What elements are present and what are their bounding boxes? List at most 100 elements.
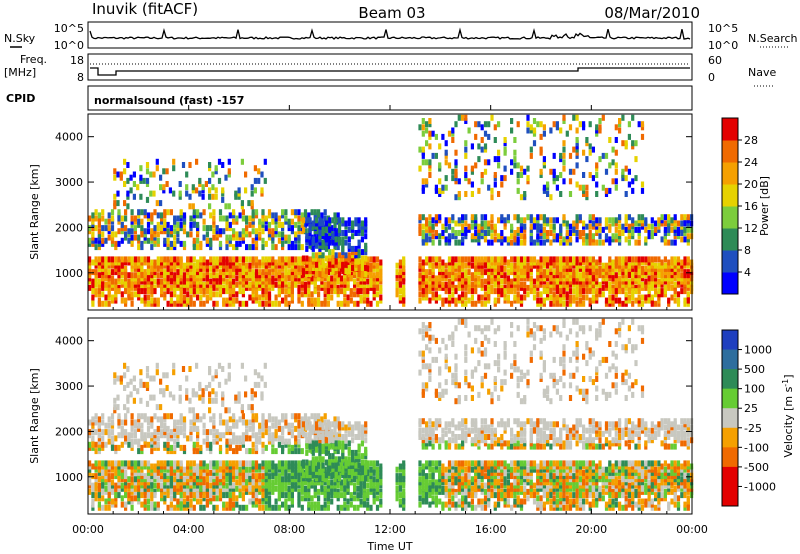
power-cell <box>519 194 524 201</box>
power-cell <box>438 269 442 276</box>
power-cell <box>251 281 255 288</box>
velocity-cell <box>182 476 187 483</box>
power-cell <box>218 275 223 282</box>
power-cell <box>549 259 553 266</box>
power-cell <box>153 284 157 291</box>
velocity-cell <box>176 463 180 470</box>
power-cell <box>209 225 213 232</box>
power-cell <box>153 288 157 295</box>
power-cell <box>290 291 294 298</box>
power-cell <box>166 221 170 228</box>
power-cell <box>438 239 442 246</box>
power-cell <box>568 168 573 175</box>
power-cell <box>127 281 131 288</box>
power-cell <box>104 237 108 244</box>
power-cell <box>130 234 134 241</box>
power-cell <box>222 259 226 266</box>
power-cell <box>238 256 242 263</box>
power-cell <box>555 124 559 131</box>
power-cell <box>101 300 105 307</box>
power-cell <box>428 288 432 295</box>
power-cell <box>559 281 563 288</box>
power-cell <box>650 297 654 304</box>
power-cell <box>421 149 425 156</box>
velocity-cell <box>614 460 618 467</box>
power-cell <box>555 278 559 285</box>
power-cell <box>137 218 141 225</box>
power-cell <box>578 291 582 298</box>
power-cell <box>585 288 589 295</box>
power-cell <box>663 239 667 246</box>
power-cell <box>186 265 190 272</box>
power-cell <box>166 288 170 295</box>
velocity-cell <box>176 482 180 489</box>
power-cell <box>179 294 183 301</box>
velocity-cell <box>549 460 553 467</box>
velocity-cell <box>186 460 190 467</box>
power-cell <box>546 220 550 227</box>
power-cell <box>290 262 294 269</box>
power-cell <box>224 174 228 181</box>
power-cell <box>451 262 455 269</box>
power-cell <box>644 278 648 285</box>
power-cell <box>516 230 520 236</box>
power-cell <box>425 121 429 128</box>
power-cell <box>318 242 322 249</box>
power-cell <box>487 269 491 276</box>
power-cell <box>490 214 494 221</box>
velocity-cell <box>91 485 95 492</box>
power-cell <box>549 294 553 301</box>
power-cell <box>202 281 206 288</box>
velocity-cell <box>477 479 481 486</box>
power-cell <box>402 275 406 282</box>
velocity-cell <box>608 460 612 467</box>
power-cell <box>97 272 101 279</box>
power-cell <box>591 175 595 182</box>
power-cell <box>341 265 345 271</box>
power-cell <box>421 262 425 269</box>
power-cell <box>211 184 215 191</box>
power-cell <box>526 165 530 172</box>
power-cell <box>182 265 187 272</box>
power-cell <box>624 275 628 282</box>
velocity-cell <box>297 476 301 483</box>
velocity-cell <box>536 463 540 470</box>
power-cell <box>323 215 327 222</box>
power-cell <box>650 223 654 230</box>
velocity-cell <box>104 463 108 470</box>
power-cell <box>215 284 219 291</box>
power-cell <box>173 265 177 272</box>
power-cell <box>588 256 592 263</box>
power-cell <box>402 265 406 272</box>
power-cell <box>351 249 355 256</box>
velocity-cell <box>375 466 380 473</box>
power-cell <box>354 261 358 268</box>
power-cell <box>470 181 474 188</box>
power-cell <box>640 300 645 307</box>
power-cell <box>516 278 520 285</box>
power-cell <box>493 256 497 263</box>
power-cell <box>116 190 120 197</box>
power-cell <box>357 226 361 233</box>
power-cell <box>421 178 425 185</box>
power-cell <box>165 168 169 175</box>
power-cell <box>364 271 368 278</box>
power-cell <box>321 261 325 268</box>
velocity-cell <box>290 482 294 489</box>
power-cell <box>447 269 452 276</box>
power-cell <box>307 234 311 241</box>
power-cell <box>343 300 347 307</box>
power-cell <box>568 178 573 185</box>
velocity-cell <box>228 473 232 480</box>
power-cell <box>120 297 124 304</box>
power-cell <box>176 237 180 244</box>
power-cell <box>179 256 183 263</box>
power-cell <box>369 265 373 272</box>
power-cell <box>97 234 101 241</box>
power-cell <box>222 272 226 279</box>
power-cell <box>438 256 442 263</box>
power-cell <box>114 288 118 295</box>
velocity-cell <box>307 479 311 486</box>
power-cell <box>222 256 226 263</box>
power-cell <box>627 284 631 291</box>
